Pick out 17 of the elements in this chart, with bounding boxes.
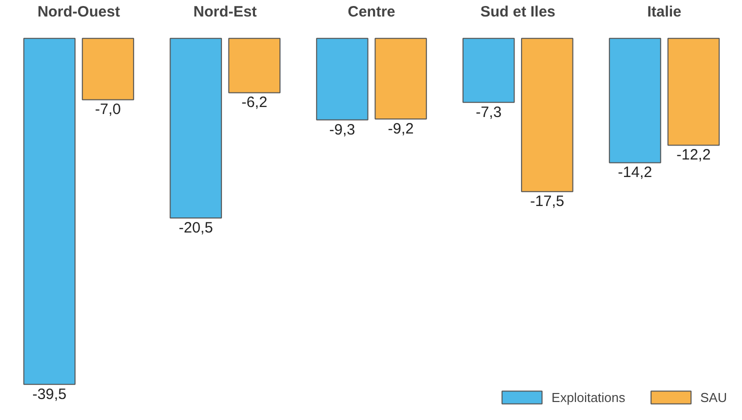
- legend-label: SAU: [700, 390, 727, 404]
- x-tick-label: Italie: [647, 4, 682, 20]
- data-label: -9,2: [388, 120, 414, 138]
- data-label: -7,0: [95, 101, 121, 118]
- data-label: -7,3: [476, 104, 502, 121]
- x-tick-label: Centre: [348, 4, 396, 20]
- legend-label: Exploitations: [552, 390, 626, 404]
- x-tick-label: Sud et Iles: [480, 4, 556, 20]
- x-tick-label: Nord-Ouest: [37, 4, 120, 20]
- data-label: -12,2: [676, 146, 711, 164]
- data-label: -6,2: [241, 94, 268, 112]
- data-label: -9,3: [329, 121, 356, 138]
- data-label: -39,5: [32, 386, 67, 403]
- data-label: -17,5: [530, 193, 564, 210]
- x-tick-label: Nord-Est: [193, 4, 257, 20]
- data-label: -14,2: [618, 164, 652, 182]
- data-label: -20,5: [178, 219, 213, 236]
